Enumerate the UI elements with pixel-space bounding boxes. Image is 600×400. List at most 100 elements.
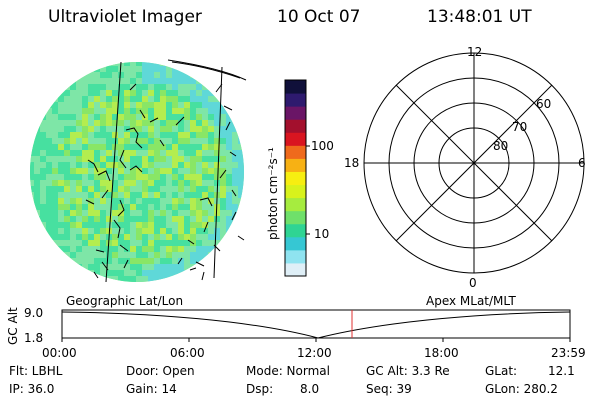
uv-image-pixel <box>142 162 148 168</box>
uv-image-pixel <box>130 108 136 114</box>
uv-image-pixel <box>178 90 184 96</box>
uv-image-pixel <box>142 222 148 228</box>
uv-image-pixel <box>118 204 124 210</box>
uv-image-pixel <box>118 198 124 204</box>
polar-diagonal-2 <box>395 84 553 242</box>
uv-image-pixel <box>46 252 52 258</box>
uv-image-pixel <box>58 180 64 186</box>
uv-image-pixel <box>106 264 112 270</box>
uv-image-pixel <box>226 204 232 210</box>
uv-image-pixel <box>88 252 94 258</box>
uv-image-pixel <box>130 186 136 192</box>
uv-image-pixel <box>34 78 40 84</box>
uv-image-pixel <box>70 270 76 276</box>
uv-image-pixel <box>94 90 100 96</box>
uv-image-pixel <box>30 62 34 66</box>
uv-image-pixel <box>208 276 214 282</box>
uv-image-pixel <box>142 270 148 276</box>
uv-image-pixel <box>118 168 124 174</box>
uv-image-pixel <box>136 126 142 132</box>
uv-image-pixel <box>88 276 94 282</box>
uv-image-pixel <box>46 270 52 276</box>
uv-image-pixel <box>76 62 82 66</box>
uv-image-pixel <box>100 156 106 162</box>
uv-image-pixel <box>40 114 46 120</box>
uv-image-pixel <box>190 252 196 258</box>
uv-image-pixel <box>244 126 250 132</box>
uv-image-pixel <box>166 228 172 234</box>
uv-image-pixel <box>30 174 34 180</box>
uv-image-pixel <box>154 168 160 174</box>
uv-image-pixel <box>118 132 124 138</box>
uv-image-pixel <box>232 96 238 102</box>
altitude-xtick-2359: 23:59 <box>551 346 586 360</box>
uv-image-pixel <box>232 66 238 72</box>
uv-image-pixel <box>76 78 82 84</box>
uv-image-pixel <box>148 150 154 156</box>
uv-image-pixel <box>196 90 202 96</box>
uv-image-pixel <box>232 120 238 126</box>
uv-image-pixel <box>160 114 166 120</box>
uv-image-pixel <box>244 150 250 156</box>
uv-image-pixel <box>94 66 100 72</box>
uv-image-pixel <box>154 90 160 96</box>
colorbar-tick-10: 10 <box>314 227 330 241</box>
uv-image-pixel <box>148 216 154 222</box>
uv-image-pixel <box>118 144 124 150</box>
uv-image-pixel <box>124 62 130 66</box>
uv-image-pixel <box>100 162 106 168</box>
uv-image-pixel <box>160 234 166 240</box>
uv-image-pixel <box>76 138 82 144</box>
uv-image-pixel <box>160 156 166 162</box>
uv-image-pixel <box>34 228 40 234</box>
info-glat: GLat: <box>485 364 518 378</box>
uv-image-pixel <box>30 162 34 168</box>
uv-image-pixel <box>208 150 214 156</box>
uv-image-pixel <box>148 186 154 192</box>
uv-image-pixel <box>136 156 142 162</box>
uv-image-pixel <box>190 120 196 126</box>
uv-image-pixel <box>190 222 196 228</box>
uv-image-pixel <box>196 204 202 210</box>
uv-image-pixel <box>226 66 232 72</box>
uv-image-pixel <box>118 234 124 240</box>
uv-image-pixel <box>94 174 100 180</box>
uv-image-pixel <box>226 174 232 180</box>
uv-image-pixel <box>64 126 70 132</box>
uv-image-pixel <box>136 174 142 180</box>
uv-image-pixel <box>130 246 136 252</box>
uv-image-pixel <box>124 144 130 150</box>
uv-image-pixel <box>220 210 226 216</box>
uv-image-pixel <box>100 222 106 228</box>
uv-image-pixel <box>148 210 154 216</box>
uv-image-pixel <box>238 102 244 108</box>
uv-image-pixel <box>124 96 130 102</box>
uv-image-pixel <box>64 198 70 204</box>
uv-image-pixel <box>94 126 100 132</box>
uv-image-pixel <box>40 96 46 102</box>
uv-image-pixel <box>202 96 208 102</box>
uv-image-pixel <box>190 138 196 144</box>
uv-image-pixel <box>106 114 112 120</box>
uv-image-pixel <box>160 228 166 234</box>
uv-image-pixel <box>34 222 40 228</box>
uv-image-pixel <box>94 62 100 66</box>
uv-image-pixel <box>166 246 172 252</box>
uv-image-pixel <box>214 102 220 108</box>
uv-image-pixel <box>148 282 154 288</box>
uv-image-pixel <box>106 222 112 228</box>
uv-image-pixel <box>208 96 214 102</box>
uv-image-pixel <box>88 240 94 246</box>
uv-image-pixel <box>30 120 34 126</box>
uv-image-pixel <box>112 162 118 168</box>
uv-image-pixel <box>46 90 52 96</box>
uv-image-pixel <box>160 174 166 180</box>
uv-image-pixel <box>202 150 208 156</box>
uv-image-pixel <box>208 222 214 228</box>
uv-image-pixel <box>202 210 208 216</box>
uv-image-pixel <box>124 252 130 258</box>
uv-image-pixel <box>94 264 100 270</box>
uv-image-pixel <box>226 96 232 102</box>
colorbar-band <box>285 210 306 225</box>
